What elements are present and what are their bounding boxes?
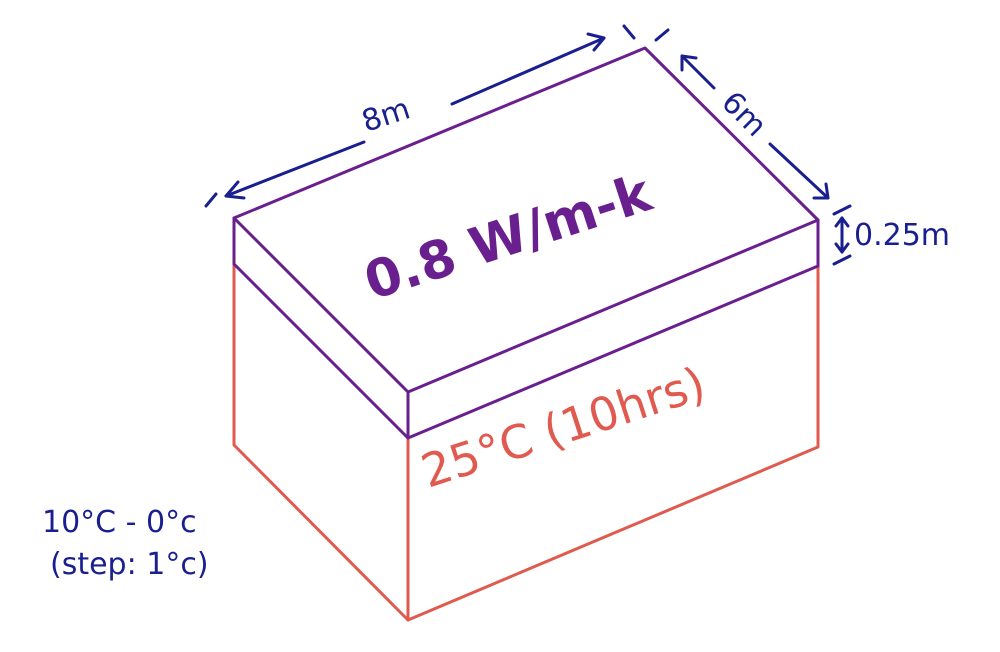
thickness-label: 0.25m: [854, 218, 950, 253]
box-bottom-edge: [406, 262, 820, 622]
length-arrow-left-segment: [224, 140, 366, 198]
width-arrow-top-segment: [680, 54, 716, 90]
width-dimension: 6m: [654, 28, 830, 200]
thickness-arrowhead-bottom: [834, 242, 850, 254]
slab-right-front-bottom-edge: [406, 264, 820, 440]
slab-lid: [232, 46, 820, 440]
thickness-arrowhead-top: [834, 216, 850, 228]
slab-left-front-bottom-edge: [232, 262, 410, 440]
length-label: 8m: [358, 91, 415, 139]
length-arrow-right-segment: [450, 36, 606, 106]
box-body: [232, 262, 820, 622]
length-arrowhead-right: [586, 32, 606, 52]
thickness-tick-bottom: [832, 254, 852, 266]
thickness-dimension: 0.25m: [832, 204, 950, 266]
width-arrow-bottom-segment: [768, 142, 830, 200]
width-tick: [654, 28, 670, 42]
box-left-edge: [232, 262, 410, 622]
slab-conductivity-label: 0.8 W/m-k: [357, 163, 659, 312]
ambient-range-label: 10°C - 0°c: [42, 505, 197, 540]
box-temperature-label: 25°C (10hrs): [415, 356, 712, 498]
width-arrowhead-top: [680, 54, 698, 72]
length-dimension: 8m: [204, 24, 636, 208]
length-arrowhead-left: [224, 180, 246, 200]
width-arrowhead-bottom: [812, 182, 830, 200]
width-label: 6m: [714, 85, 773, 144]
ambient-step-label: (step: 1°c): [50, 547, 209, 582]
length-tick-left: [204, 192, 218, 208]
length-tick-right: [622, 24, 636, 40]
thickness-tick-top: [832, 204, 852, 216]
